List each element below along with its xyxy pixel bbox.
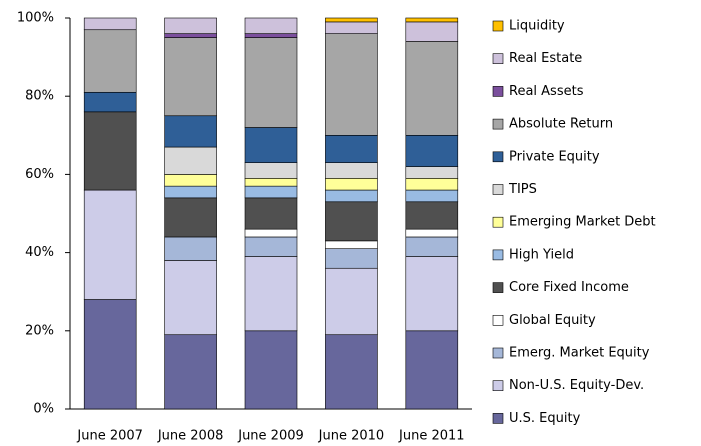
- y-tick-label: 60%: [25, 167, 54, 182]
- bar-segment: [325, 17, 378, 23]
- legend-label: Emerg. Market Equity: [509, 346, 650, 361]
- bar-segment: [325, 248, 378, 269]
- legend-label: U.S. Equity: [509, 411, 581, 426]
- y-tick-label: 0%: [33, 402, 54, 417]
- bar-segment: [164, 33, 217, 38]
- legend-label: Core Fixed Income: [509, 280, 629, 295]
- bar-segment: [325, 201, 378, 242]
- x-tick-label: June 2008: [157, 429, 224, 444]
- bar-segment: [164, 236, 217, 261]
- legend-label: Absolute Return: [509, 117, 613, 132]
- bar-segment: [405, 330, 459, 410]
- bar-segment: [405, 135, 459, 167]
- legend-swatch: [492, 380, 504, 392]
- legend-label: Non-U.S. Equity-Dev.: [509, 378, 644, 393]
- x-tick-label: June 2009: [237, 429, 304, 444]
- legend-label: Private Equity: [509, 149, 600, 164]
- bar-segment: [405, 256, 459, 332]
- legend-swatch: [492, 413, 504, 424]
- y-tick-label: 100%: [17, 11, 54, 26]
- bar-segment: [83, 17, 137, 31]
- y-tick-label: 40%: [25, 245, 54, 260]
- x-tick-label: June 2007: [76, 429, 143, 444]
- bar-segment: [164, 185, 217, 199]
- bar-segment: [325, 240, 378, 249]
- bar-segment: [244, 33, 298, 38]
- bar-segment: [164, 174, 217, 187]
- legend-label: Emerging Market Debt: [509, 215, 656, 230]
- bar-segment: [325, 33, 378, 136]
- bar-segment: [405, 21, 459, 42]
- bar-segment: [164, 260, 217, 336]
- x-tick-label: June 2010: [318, 429, 385, 444]
- bar-segment: [405, 189, 459, 203]
- legend-swatch: [492, 184, 504, 195]
- bar-segment: [83, 29, 137, 93]
- y-tick-label: 20%: [25, 323, 54, 338]
- x-tick-label: June 2011: [398, 429, 465, 444]
- bar-segment: [83, 189, 137, 300]
- bar-segment: [164, 115, 217, 148]
- bar-segment: [325, 135, 378, 163]
- bar-segment: [405, 166, 459, 179]
- bar-segment: [244, 197, 298, 230]
- legend-swatch: [492, 282, 504, 293]
- bar-segment: [405, 178, 459, 191]
- legend-swatch: [492, 314, 504, 326]
- bar-segment: [405, 228, 459, 238]
- legend-label: Global Equity: [509, 313, 596, 328]
- legend-swatch: [492, 118, 504, 130]
- bar-segment: [244, 256, 298, 332]
- bar-segment: [164, 334, 217, 410]
- bar-segment: [405, 236, 459, 257]
- bar-segment: [244, 17, 298, 34]
- legend-swatch: [492, 151, 504, 163]
- bar-segment: [325, 334, 378, 410]
- bar-segment: [164, 17, 217, 34]
- bar-segment: [83, 111, 137, 191]
- bar-segment: [244, 330, 298, 410]
- legend-label: Liquidity: [509, 19, 565, 34]
- bar-segment: [325, 162, 378, 179]
- bar-segment: [244, 127, 298, 163]
- bar-segment: [83, 91, 137, 113]
- bar-segment: [325, 178, 378, 191]
- legend-label: Real Estate: [509, 51, 582, 66]
- bar-segment: [325, 267, 378, 336]
- legend-swatch: [492, 53, 504, 65]
- bar-segment: [244, 178, 298, 187]
- bar-segment: [244, 236, 298, 257]
- bar-segment: [244, 228, 298, 238]
- legend-label: Real Assets: [509, 84, 584, 99]
- legend-label: High Yield: [509, 247, 574, 262]
- legend-swatch: [492, 347, 504, 359]
- bar-segment: [405, 41, 459, 136]
- bar-segment: [244, 162, 298, 179]
- legend-swatch: [492, 216, 504, 228]
- bar-segment: [164, 146, 217, 175]
- bar-segment: [405, 201, 459, 230]
- legend-swatch: [492, 86, 504, 97]
- bar-segment: [244, 37, 298, 128]
- y-tick-label: 80%: [25, 89, 54, 104]
- bar-segment: [325, 21, 378, 34]
- bar-segment: [325, 189, 378, 203]
- legend-swatch: [492, 249, 504, 261]
- bar-segment: [405, 17, 459, 23]
- legend-swatch: [492, 20, 504, 32]
- bar-segment: [83, 299, 137, 410]
- bar-segment: [164, 37, 217, 117]
- bar-segment: [164, 197, 217, 238]
- legend-label: TIPS: [508, 182, 537, 197]
- bar-segment: [244, 185, 298, 199]
